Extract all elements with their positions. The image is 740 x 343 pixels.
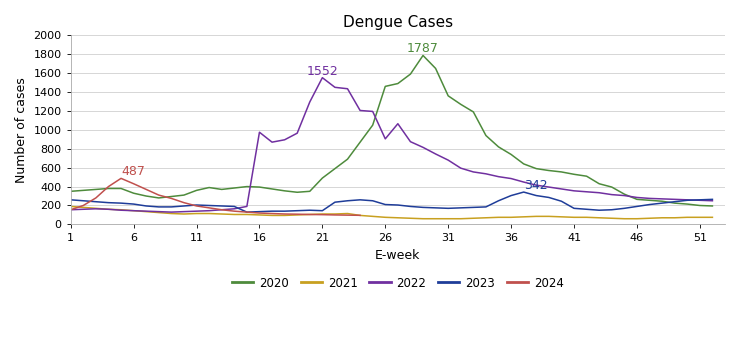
2020 xyxy=(369,123,377,127)
2024 xyxy=(356,213,365,217)
Text: 342: 342 xyxy=(524,179,548,192)
2023 xyxy=(117,201,126,205)
Y-axis label: Number of cases: Number of cases xyxy=(15,77,28,183)
2020 xyxy=(419,54,428,58)
2022 xyxy=(167,210,176,214)
2024 xyxy=(280,212,289,216)
2024 xyxy=(67,208,75,212)
2024 xyxy=(205,206,214,210)
2022 xyxy=(482,172,491,176)
2023 xyxy=(67,198,75,202)
2024 xyxy=(79,203,88,208)
Text: 487: 487 xyxy=(121,165,145,178)
Line: 2021: 2021 xyxy=(71,206,713,219)
2020 xyxy=(469,110,478,114)
2022 xyxy=(306,100,314,104)
2024 xyxy=(155,193,164,197)
2021 xyxy=(369,214,377,218)
2022 xyxy=(708,199,717,203)
2023 xyxy=(306,208,314,212)
2020 xyxy=(708,204,717,208)
2021 xyxy=(419,217,428,221)
2021 xyxy=(494,215,503,220)
2023 xyxy=(494,199,503,203)
2024 xyxy=(104,185,113,189)
2021 xyxy=(469,216,478,220)
2023 xyxy=(243,210,252,214)
2024 xyxy=(306,212,314,216)
2020 xyxy=(293,190,302,194)
2021 xyxy=(708,215,717,220)
2021 xyxy=(670,216,679,220)
Line: 2024: 2024 xyxy=(71,178,360,215)
2024 xyxy=(343,213,352,217)
2024 xyxy=(192,204,201,208)
2022 xyxy=(431,152,440,156)
2024 xyxy=(167,196,176,200)
Text: 1552: 1552 xyxy=(306,65,338,78)
2024 xyxy=(230,209,239,213)
2021 xyxy=(117,208,126,212)
Line: 2022: 2022 xyxy=(71,78,713,212)
2022 xyxy=(507,177,516,181)
2020 xyxy=(67,189,75,193)
2022 xyxy=(394,122,403,126)
2022 xyxy=(318,75,327,80)
Title: Dengue Cases: Dengue Cases xyxy=(343,15,453,30)
Line: 2020: 2020 xyxy=(71,56,713,206)
2024 xyxy=(255,211,264,215)
2023 xyxy=(519,190,528,194)
2024 xyxy=(92,196,101,200)
2024 xyxy=(142,187,151,191)
2024 xyxy=(117,176,126,180)
2024 xyxy=(268,212,277,216)
2020 xyxy=(670,201,679,205)
2020 xyxy=(117,186,126,190)
2020 xyxy=(494,145,503,149)
2024 xyxy=(293,212,302,216)
2022 xyxy=(67,208,75,212)
2024 xyxy=(243,210,252,214)
2023 xyxy=(419,205,428,210)
2021 xyxy=(293,213,302,217)
2024 xyxy=(218,208,226,212)
2023 xyxy=(381,202,390,206)
Legend: 2020, 2021, 2022, 2023, 2024: 2020, 2021, 2022, 2023, 2024 xyxy=(227,272,568,294)
2024 xyxy=(318,213,327,217)
2024 xyxy=(130,182,138,186)
2023 xyxy=(469,205,478,210)
X-axis label: E-week: E-week xyxy=(375,249,420,262)
2021 xyxy=(67,204,75,209)
Text: 1787: 1787 xyxy=(407,43,439,56)
2023 xyxy=(708,197,717,201)
2024 xyxy=(180,201,189,205)
Line: 2023: 2023 xyxy=(71,192,713,212)
2024 xyxy=(331,213,340,217)
2022 xyxy=(117,208,126,212)
